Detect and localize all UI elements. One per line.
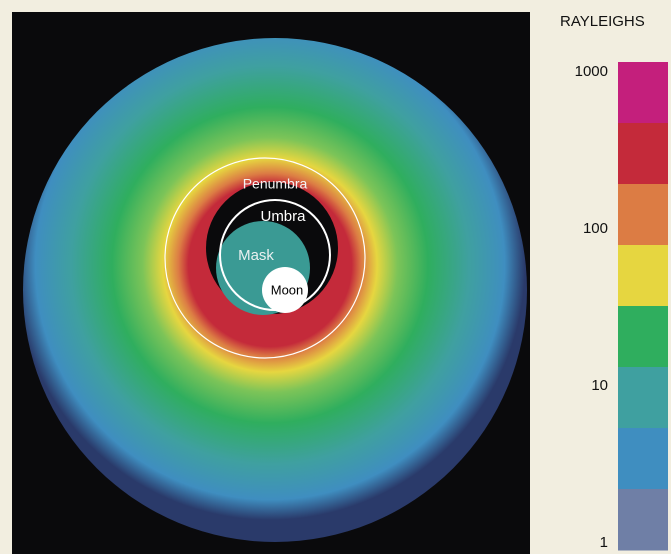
colorbar-band (618, 367, 668, 429)
colorbar-band (618, 306, 668, 368)
umbra-circle (219, 199, 331, 311)
colorbar-tick-label: 1000 (575, 63, 608, 80)
moon (262, 267, 308, 313)
colorbar-band (618, 428, 668, 490)
label: Mask (238, 247, 274, 264)
colorbar-band (618, 245, 668, 307)
label: Moon (271, 282, 304, 297)
colorbar-title: RAYLEIGHS (560, 13, 645, 30)
colorbar-band (618, 184, 668, 246)
label: Umbra (260, 208, 306, 225)
colorbar-tick-label: 100 (583, 220, 608, 237)
colorbar-band (618, 123, 668, 185)
colorbar-tick-label: 1 (600, 534, 608, 551)
label: Penumbra (243, 176, 308, 192)
colorbar-band (618, 62, 668, 124)
colorbar-band (618, 489, 668, 551)
colorbar: 1000 100 10 1 (575, 62, 668, 551)
penumbra-circle (164, 157, 366, 359)
colorbar-tick-label: 10 (591, 377, 608, 394)
